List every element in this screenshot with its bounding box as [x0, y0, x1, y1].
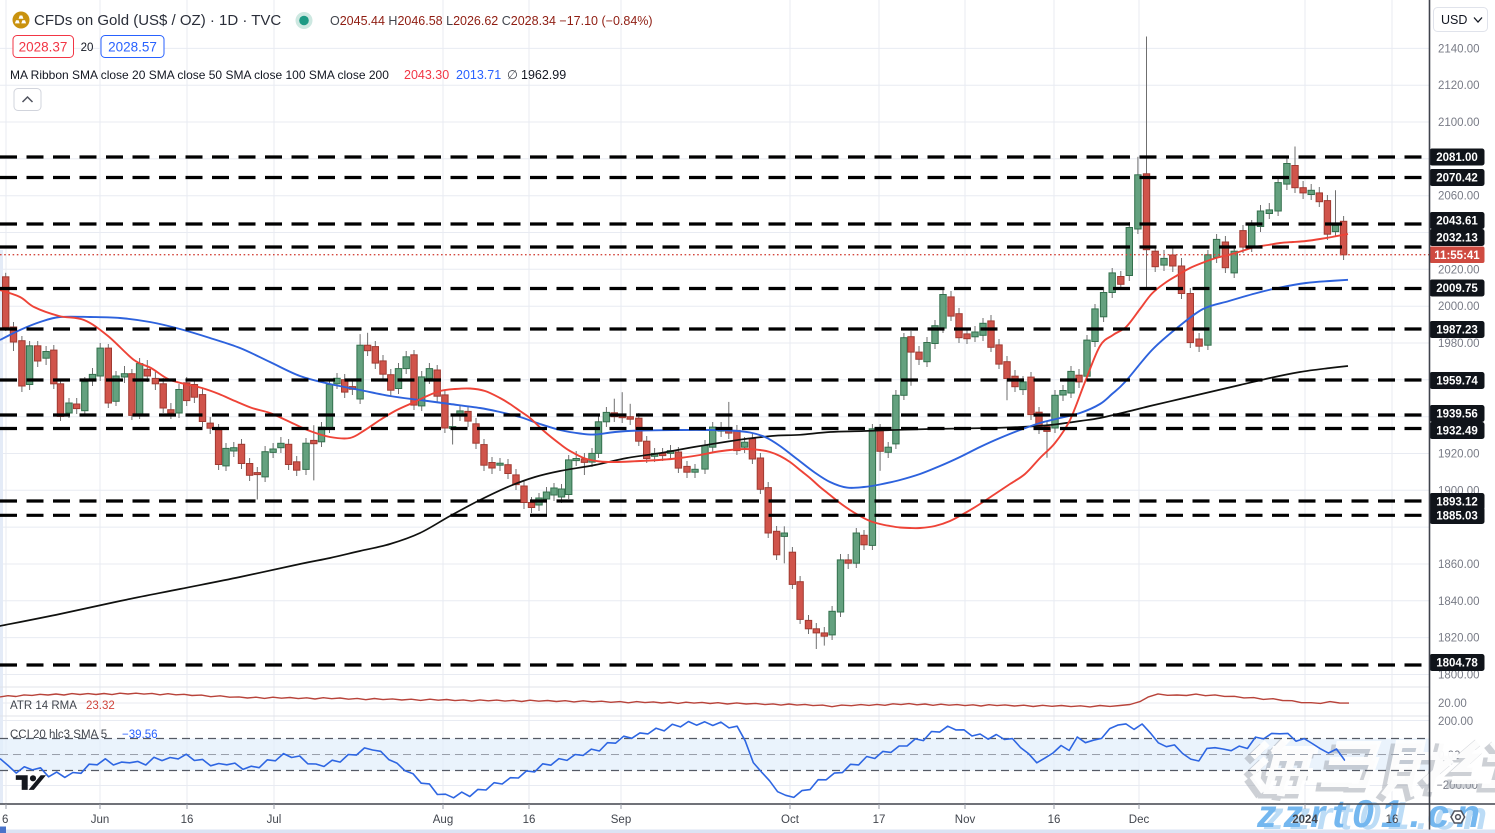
svg-text:2043.61: 2043.61: [1436, 216, 1478, 228]
svg-text:1959.74: 1959.74: [1436, 376, 1478, 388]
svg-text:∅: ∅: [507, 68, 518, 82]
svg-text:2070.42: 2070.42: [1436, 173, 1478, 185]
svg-text:1893.12: 1893.12: [1436, 497, 1478, 509]
svg-text:16: 16: [1048, 814, 1061, 826]
svg-text:2032.13: 2032.13: [1436, 233, 1478, 245]
svg-text:2020.00: 2020.00: [1438, 264, 1480, 276]
svg-text:16: 16: [181, 814, 194, 826]
svg-text:20: 20: [81, 42, 94, 54]
svg-text:2060.00: 2060.00: [1438, 191, 1480, 203]
svg-text:−39.56: −39.56: [122, 729, 158, 741]
svg-text:2140.00: 2140.00: [1438, 43, 1480, 55]
svg-text:2028.57: 2028.57: [108, 40, 157, 55]
svg-text:1860.00: 1860.00: [1438, 559, 1480, 571]
svg-text:ATR 14 RMA: ATR 14 RMA: [10, 700, 77, 712]
svg-text:zzrt01.cn: zzrt01.cn: [1263, 795, 1494, 833]
svg-text:2028.37: 2028.37: [19, 40, 68, 55]
svg-text:Jul: Jul: [267, 814, 282, 826]
svg-text:1980.00: 1980.00: [1438, 338, 1480, 350]
svg-text:Oct: Oct: [781, 814, 800, 826]
svg-text:CCI 20 hlc3 SMA 5: CCI 20 hlc3 SMA 5: [10, 729, 107, 741]
svg-text:17: 17: [873, 814, 886, 826]
svg-text:16: 16: [1386, 814, 1399, 826]
svg-text:2009.75: 2009.75: [1436, 283, 1478, 295]
svg-text:1939.56: 1939.56: [1436, 409, 1478, 421]
svg-text:1885.03: 1885.03: [1436, 511, 1478, 523]
svg-text:Dec: Dec: [1129, 814, 1150, 826]
svg-text:200.00: 200.00: [1438, 716, 1473, 728]
svg-text:2043.30: 2043.30: [404, 68, 449, 82]
svg-text:1920.00: 1920.00: [1438, 449, 1480, 461]
svg-text:Sep: Sep: [611, 814, 631, 826]
svg-text:6: 6: [2, 814, 8, 826]
svg-text:1820.00: 1820.00: [1438, 633, 1480, 645]
svg-text:2000.00: 2000.00: [1438, 301, 1480, 313]
svg-text:1840.00: 1840.00: [1438, 596, 1480, 608]
svg-text:1804.78: 1804.78: [1436, 658, 1478, 670]
svg-text:2081.00: 2081.00: [1436, 152, 1478, 164]
svg-text:1932.49: 1932.49: [1436, 426, 1478, 438]
svg-text:1800.00: 1800.00: [1438, 670, 1480, 682]
svg-text:CFDs on Gold (US$ / OZ) · 1D ·: CFDs on Gold (US$ / OZ) · 1D · TVC: [34, 12, 281, 29]
svg-text:11:55:41: 11:55:41: [1434, 250, 1480, 262]
svg-text:Jun: Jun: [91, 814, 110, 826]
svg-text:1962.99: 1962.99: [521, 68, 566, 82]
svg-text:USD: USD: [1441, 13, 1467, 27]
svg-text:Nov: Nov: [955, 814, 976, 826]
svg-text:16: 16: [523, 814, 536, 826]
svg-text:2120.00: 2120.00: [1438, 80, 1480, 92]
svg-text:2024: 2024: [1292, 814, 1318, 826]
svg-text:Aug: Aug: [433, 814, 453, 826]
svg-text:2013.71: 2013.71: [456, 68, 501, 82]
svg-text:MA Ribbon SMA close 20 SMA clo: MA Ribbon SMA close 20 SMA close 50 SMA …: [10, 68, 389, 82]
svg-text:1987.23: 1987.23: [1436, 325, 1478, 337]
svg-text:20.00: 20.00: [1438, 698, 1467, 710]
svg-text:O2045.44 H2046.58 L2026.62 C20: O2045.44 H2046.58 L2026.62 C2028.34 −17.…: [330, 14, 653, 28]
svg-text:23.32: 23.32: [86, 700, 115, 712]
svg-text:zzrt01.cn: zzrt01.cn: [1256, 793, 1487, 833]
svg-text:2100.00: 2100.00: [1438, 117, 1480, 129]
